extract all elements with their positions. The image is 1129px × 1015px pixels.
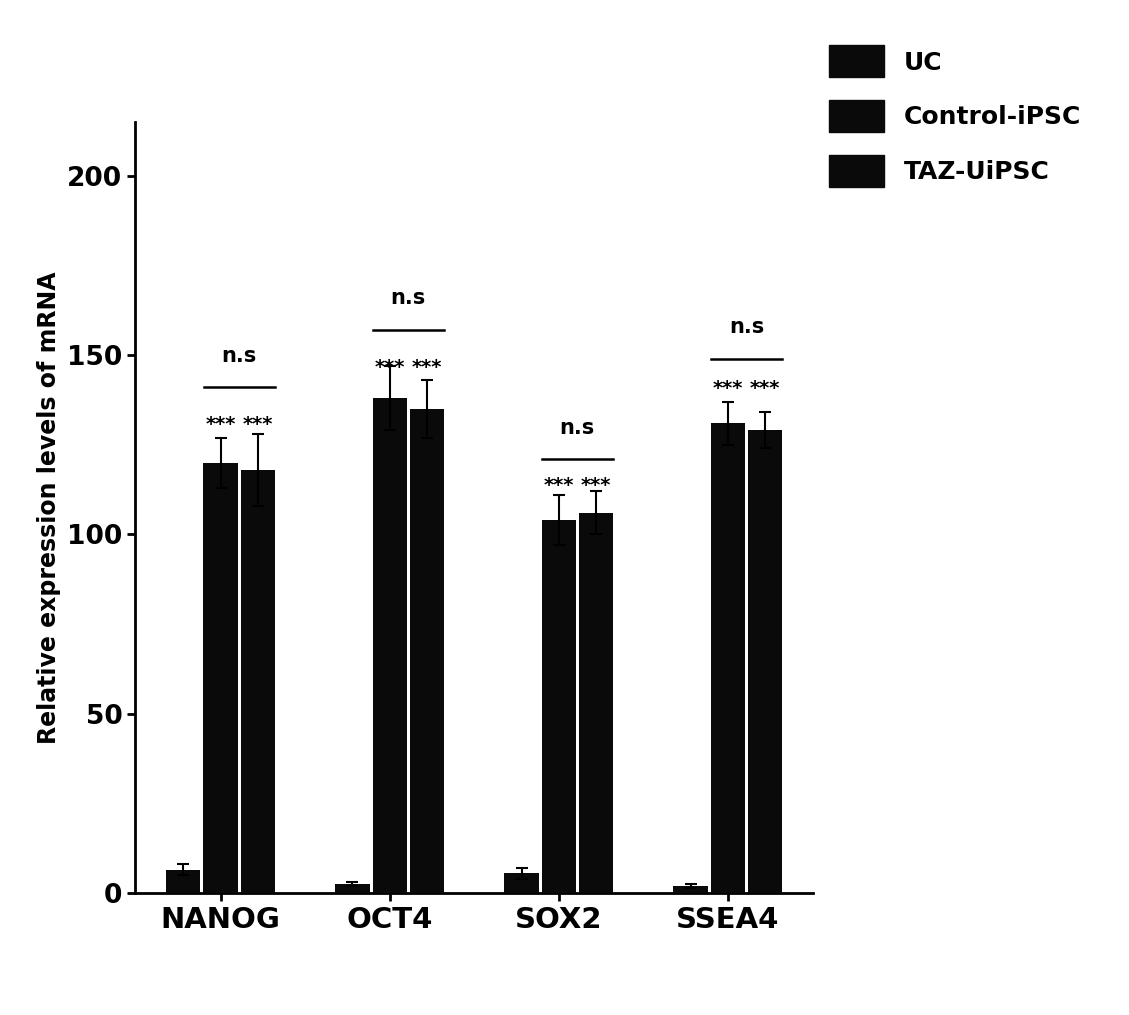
Bar bbox=[410, 409, 444, 893]
Bar bbox=[166, 870, 201, 893]
Bar bbox=[335, 884, 369, 893]
Bar bbox=[674, 886, 708, 893]
Text: ***: *** bbox=[712, 379, 743, 398]
Text: n.s: n.s bbox=[728, 317, 764, 337]
Text: n.s: n.s bbox=[560, 417, 595, 437]
Text: ***: *** bbox=[580, 476, 611, 495]
Text: n.s: n.s bbox=[221, 346, 256, 365]
Bar bbox=[579, 513, 613, 893]
Text: ***: *** bbox=[375, 357, 405, 377]
Bar bbox=[240, 470, 274, 893]
Text: ***: *** bbox=[750, 379, 780, 398]
Text: ***: *** bbox=[243, 415, 273, 434]
Text: ***: *** bbox=[412, 357, 443, 377]
Text: n.s: n.s bbox=[391, 288, 426, 309]
Y-axis label: Relative expression levels of mRNA: Relative expression levels of mRNA bbox=[37, 271, 61, 744]
Text: ***: *** bbox=[543, 476, 574, 495]
Bar bbox=[373, 398, 406, 893]
Legend: UC, Control-iPSC, TAZ-UiPSC: UC, Control-iPSC, TAZ-UiPSC bbox=[816, 32, 1094, 199]
Bar bbox=[203, 463, 238, 893]
Bar bbox=[747, 430, 782, 893]
Bar bbox=[542, 520, 576, 893]
Bar bbox=[710, 423, 745, 893]
Text: ***: *** bbox=[205, 415, 236, 434]
Bar bbox=[505, 874, 539, 893]
